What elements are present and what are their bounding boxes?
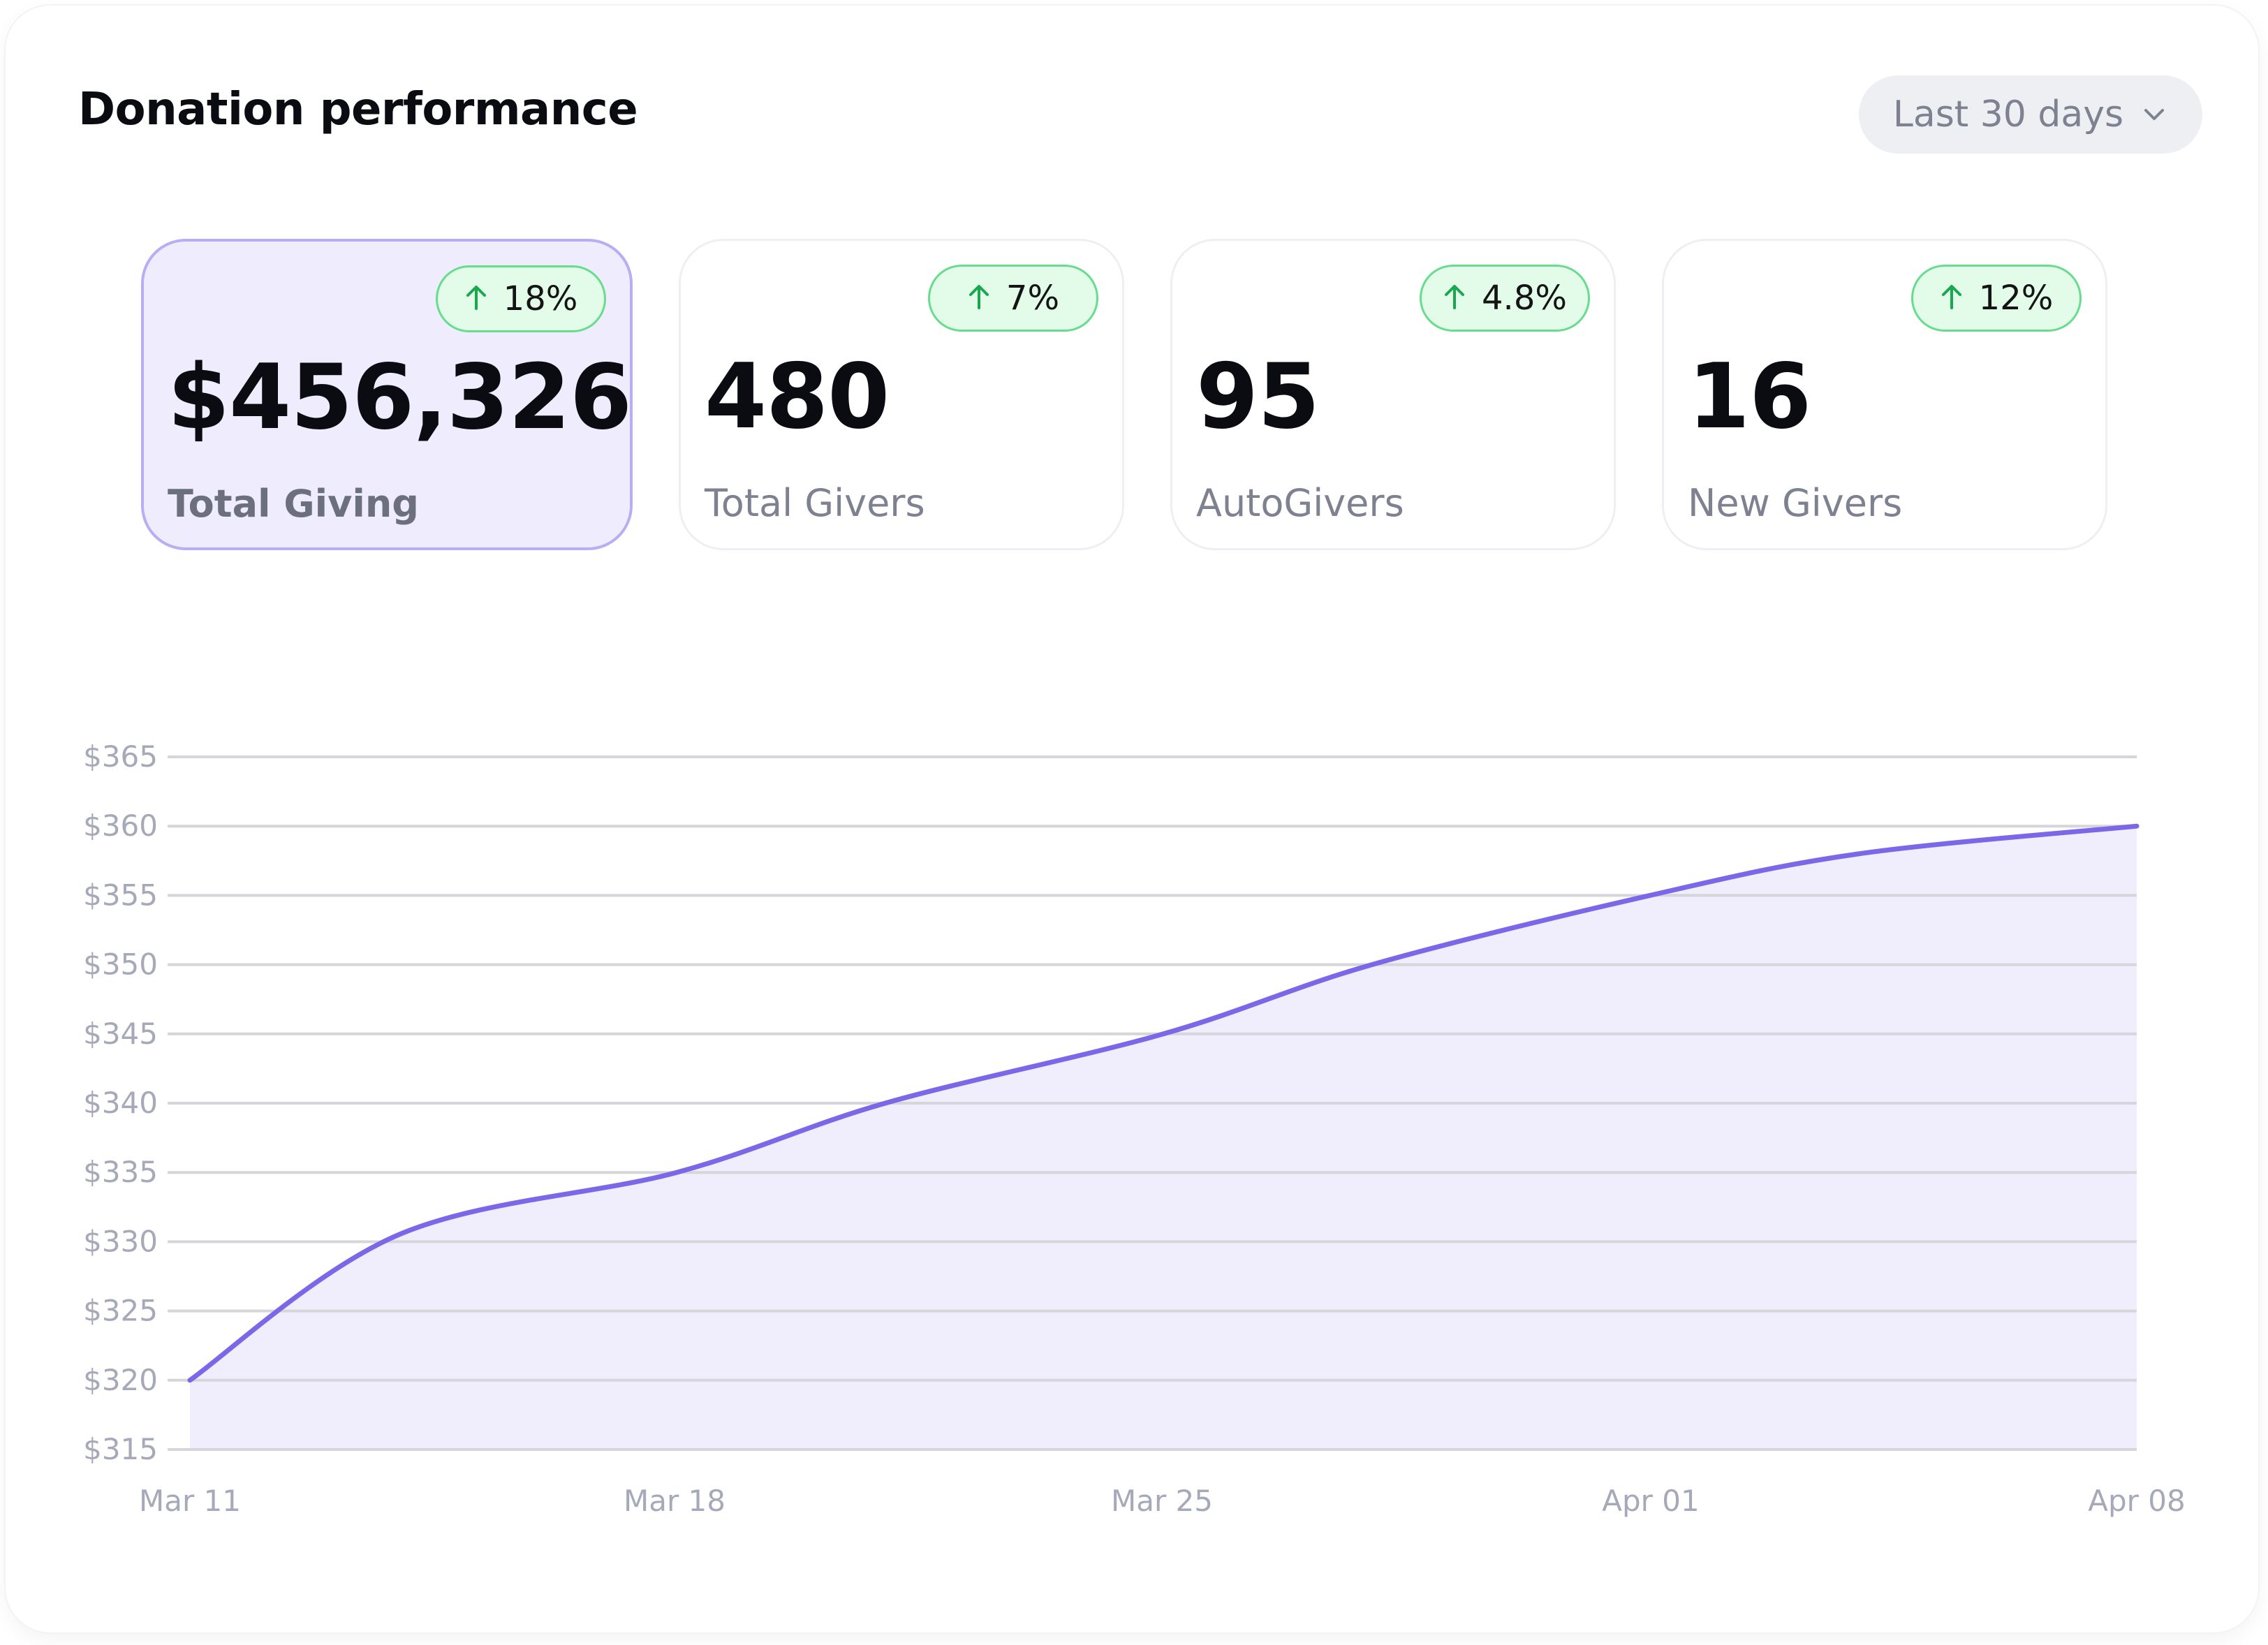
- x-tick-label: Apr 08: [2088, 1484, 2185, 1518]
- y-tick-label: $320: [83, 1363, 158, 1397]
- change-badge: 18%: [436, 265, 606, 332]
- y-tick-label: $325: [83, 1294, 158, 1328]
- change-percent: 12%: [1978, 279, 2054, 318]
- change-percent: 4.8%: [1482, 279, 1567, 318]
- stat-value: 16: [1688, 345, 1811, 449]
- change-badge: 4.8%: [1420, 265, 1590, 332]
- arrow-up-icon: [967, 283, 991, 314]
- x-tick-label: Apr 01: [1602, 1484, 1699, 1518]
- date-range-label: Last 30 days: [1892, 94, 2124, 135]
- chart-series-line: [187, 823, 2140, 1383]
- x-tick-label: Mar 11: [139, 1484, 241, 1518]
- x-tick-label: Mar 25: [1111, 1484, 1213, 1518]
- stat-card-autogivers[interactable]: 4.8% 95 AutoGivers: [1170, 239, 1616, 550]
- change-percent: 7%: [1006, 279, 1060, 318]
- change-badge: 12%: [1911, 265, 2082, 332]
- y-tick-label: $355: [83, 878, 158, 912]
- stat-label: Total Giving: [168, 482, 419, 526]
- y-tick-label: $345: [83, 1017, 158, 1051]
- y-tick-label: $360: [83, 809, 158, 843]
- chevron-down-icon: [2140, 101, 2168, 128]
- stat-value: $456,326: [168, 346, 632, 450]
- stat-card-new-givers[interactable]: 12% 16 New Givers: [1662, 239, 2107, 550]
- y-tick-label: $340: [83, 1086, 158, 1120]
- stat-value: 480: [705, 345, 890, 449]
- stat-label: AutoGivers: [1196, 481, 1404, 525]
- change-badge: 7%: [928, 265, 1098, 332]
- chart-area-fill: [190, 826, 2137, 1449]
- arrow-up-icon: [1443, 283, 1466, 314]
- y-tick-label: $330: [83, 1224, 158, 1258]
- stat-card-total-giving[interactable]: 18% $456,326 Total Giving: [141, 239, 633, 550]
- stat-value: 95: [1196, 345, 1320, 449]
- arrow-up-icon: [464, 283, 488, 315]
- panel-title: Donation performance: [78, 84, 638, 135]
- stat-label: New Givers: [1688, 481, 1903, 525]
- date-range-dropdown[interactable]: Last 30 days: [1859, 75, 2202, 154]
- stat-label: Total Givers: [705, 481, 925, 525]
- y-tick-label: $315: [83, 1432, 158, 1466]
- arrow-up-icon: [1940, 283, 1964, 314]
- stat-card-total-givers[interactable]: 7% 480 Total Givers: [679, 239, 1124, 550]
- change-percent: 18%: [503, 279, 578, 318]
- y-tick-label: $335: [83, 1155, 158, 1189]
- y-tick-label: $365: [83, 739, 158, 774]
- x-tick-label: Mar 18: [624, 1484, 726, 1518]
- y-tick-label: $350: [83, 947, 158, 982]
